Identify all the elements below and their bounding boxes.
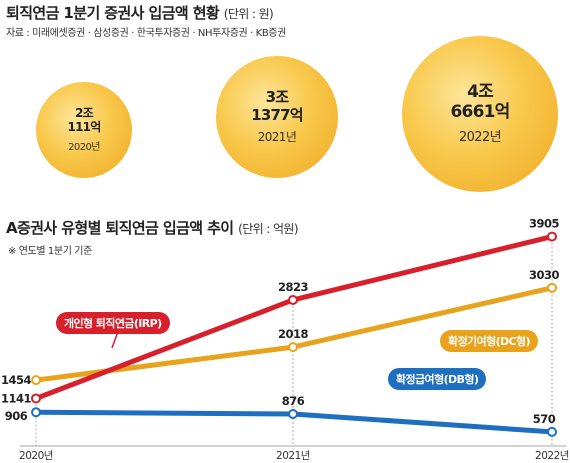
top-title-text: 퇴직연금 1분기 증권사 입금액 현황: [6, 4, 220, 22]
bubble-2020-value-1: 2조: [75, 105, 94, 120]
bubble-2022-year: 2022년: [458, 130, 502, 146]
data-point-dc-0: [31, 375, 41, 386]
data-point-db-0: [31, 407, 41, 418]
legend-irp: 개인형 퇴직연금(IRP): [56, 312, 170, 334]
bubble-2021-value-2: 1377억: [251, 105, 303, 124]
value-label-dc-0: 1454: [1, 373, 32, 387]
bubble-2022: 4조 6661억 2022년: [402, 36, 558, 192]
data-point-irp-1: [288, 294, 298, 305]
bubble-2020-value-2: 111억: [67, 119, 102, 134]
value-label-dc-1: 2018: [278, 327, 309, 341]
basis-note: ※ 연도별 1분기 기준: [8, 246, 92, 257]
bubble-2021-value-1: 3조: [265, 88, 289, 107]
value-label-irp-1: 2823: [278, 280, 309, 294]
bottom-title: A증권사 유형별 퇴직연금 입금액 추이 (단위 : 억원): [6, 217, 299, 238]
data-point-dc-2: [547, 282, 557, 293]
bottom-unit: (단위 : 억원): [238, 222, 298, 236]
data-point-irp-0: [31, 393, 41, 404]
bubble-2021-year: 2021년: [257, 129, 297, 144]
top-unit: (단위 : 원): [223, 7, 274, 21]
x-tick-label-2: 2022년: [535, 450, 569, 462]
bubble-2021: 3조 1377억 2021년: [216, 56, 338, 178]
value-label-db-0: 906: [5, 409, 28, 423]
value-label-dc-2: 3030: [529, 268, 560, 282]
data-point-db-1: [288, 408, 298, 419]
value-label-irp-2: 3905: [529, 217, 560, 231]
data-point-irp-2: [547, 231, 557, 242]
value-label-db-2: 570: [533, 412, 556, 426]
x-tick-label-0: 2020년: [19, 450, 53, 462]
bottom-title-text: A증권사 유형별 퇴직연금 입금액 추이: [6, 219, 234, 237]
bubble-2020: 2조 111억 2020년: [36, 82, 132, 178]
bubble-2020-year: 2020년: [68, 142, 100, 154]
legend-db: 확정급여형(DB형): [388, 368, 487, 390]
data-point-dc-1: [288, 342, 298, 353]
value-label-db-1: 876: [282, 394, 305, 408]
value-label-irp-0: 1141: [1, 391, 32, 405]
source-text: 자료 : 미래에셋증권 · 삼성증권 · 한국투자증권 · NH투자증권 · K…: [6, 28, 286, 39]
top-title: 퇴직연금 1분기 증권사 입금액 현황 (단위 : 원): [6, 2, 274, 23]
data-point-db-2: [547, 426, 557, 437]
bubble-2022-value-2: 6661억: [450, 101, 511, 122]
legend-dc: 확정기여형(DC형): [440, 330, 538, 352]
bubble-2022-value-1: 4조: [467, 81, 494, 102]
x-tick-label-1: 2021년: [276, 450, 310, 462]
